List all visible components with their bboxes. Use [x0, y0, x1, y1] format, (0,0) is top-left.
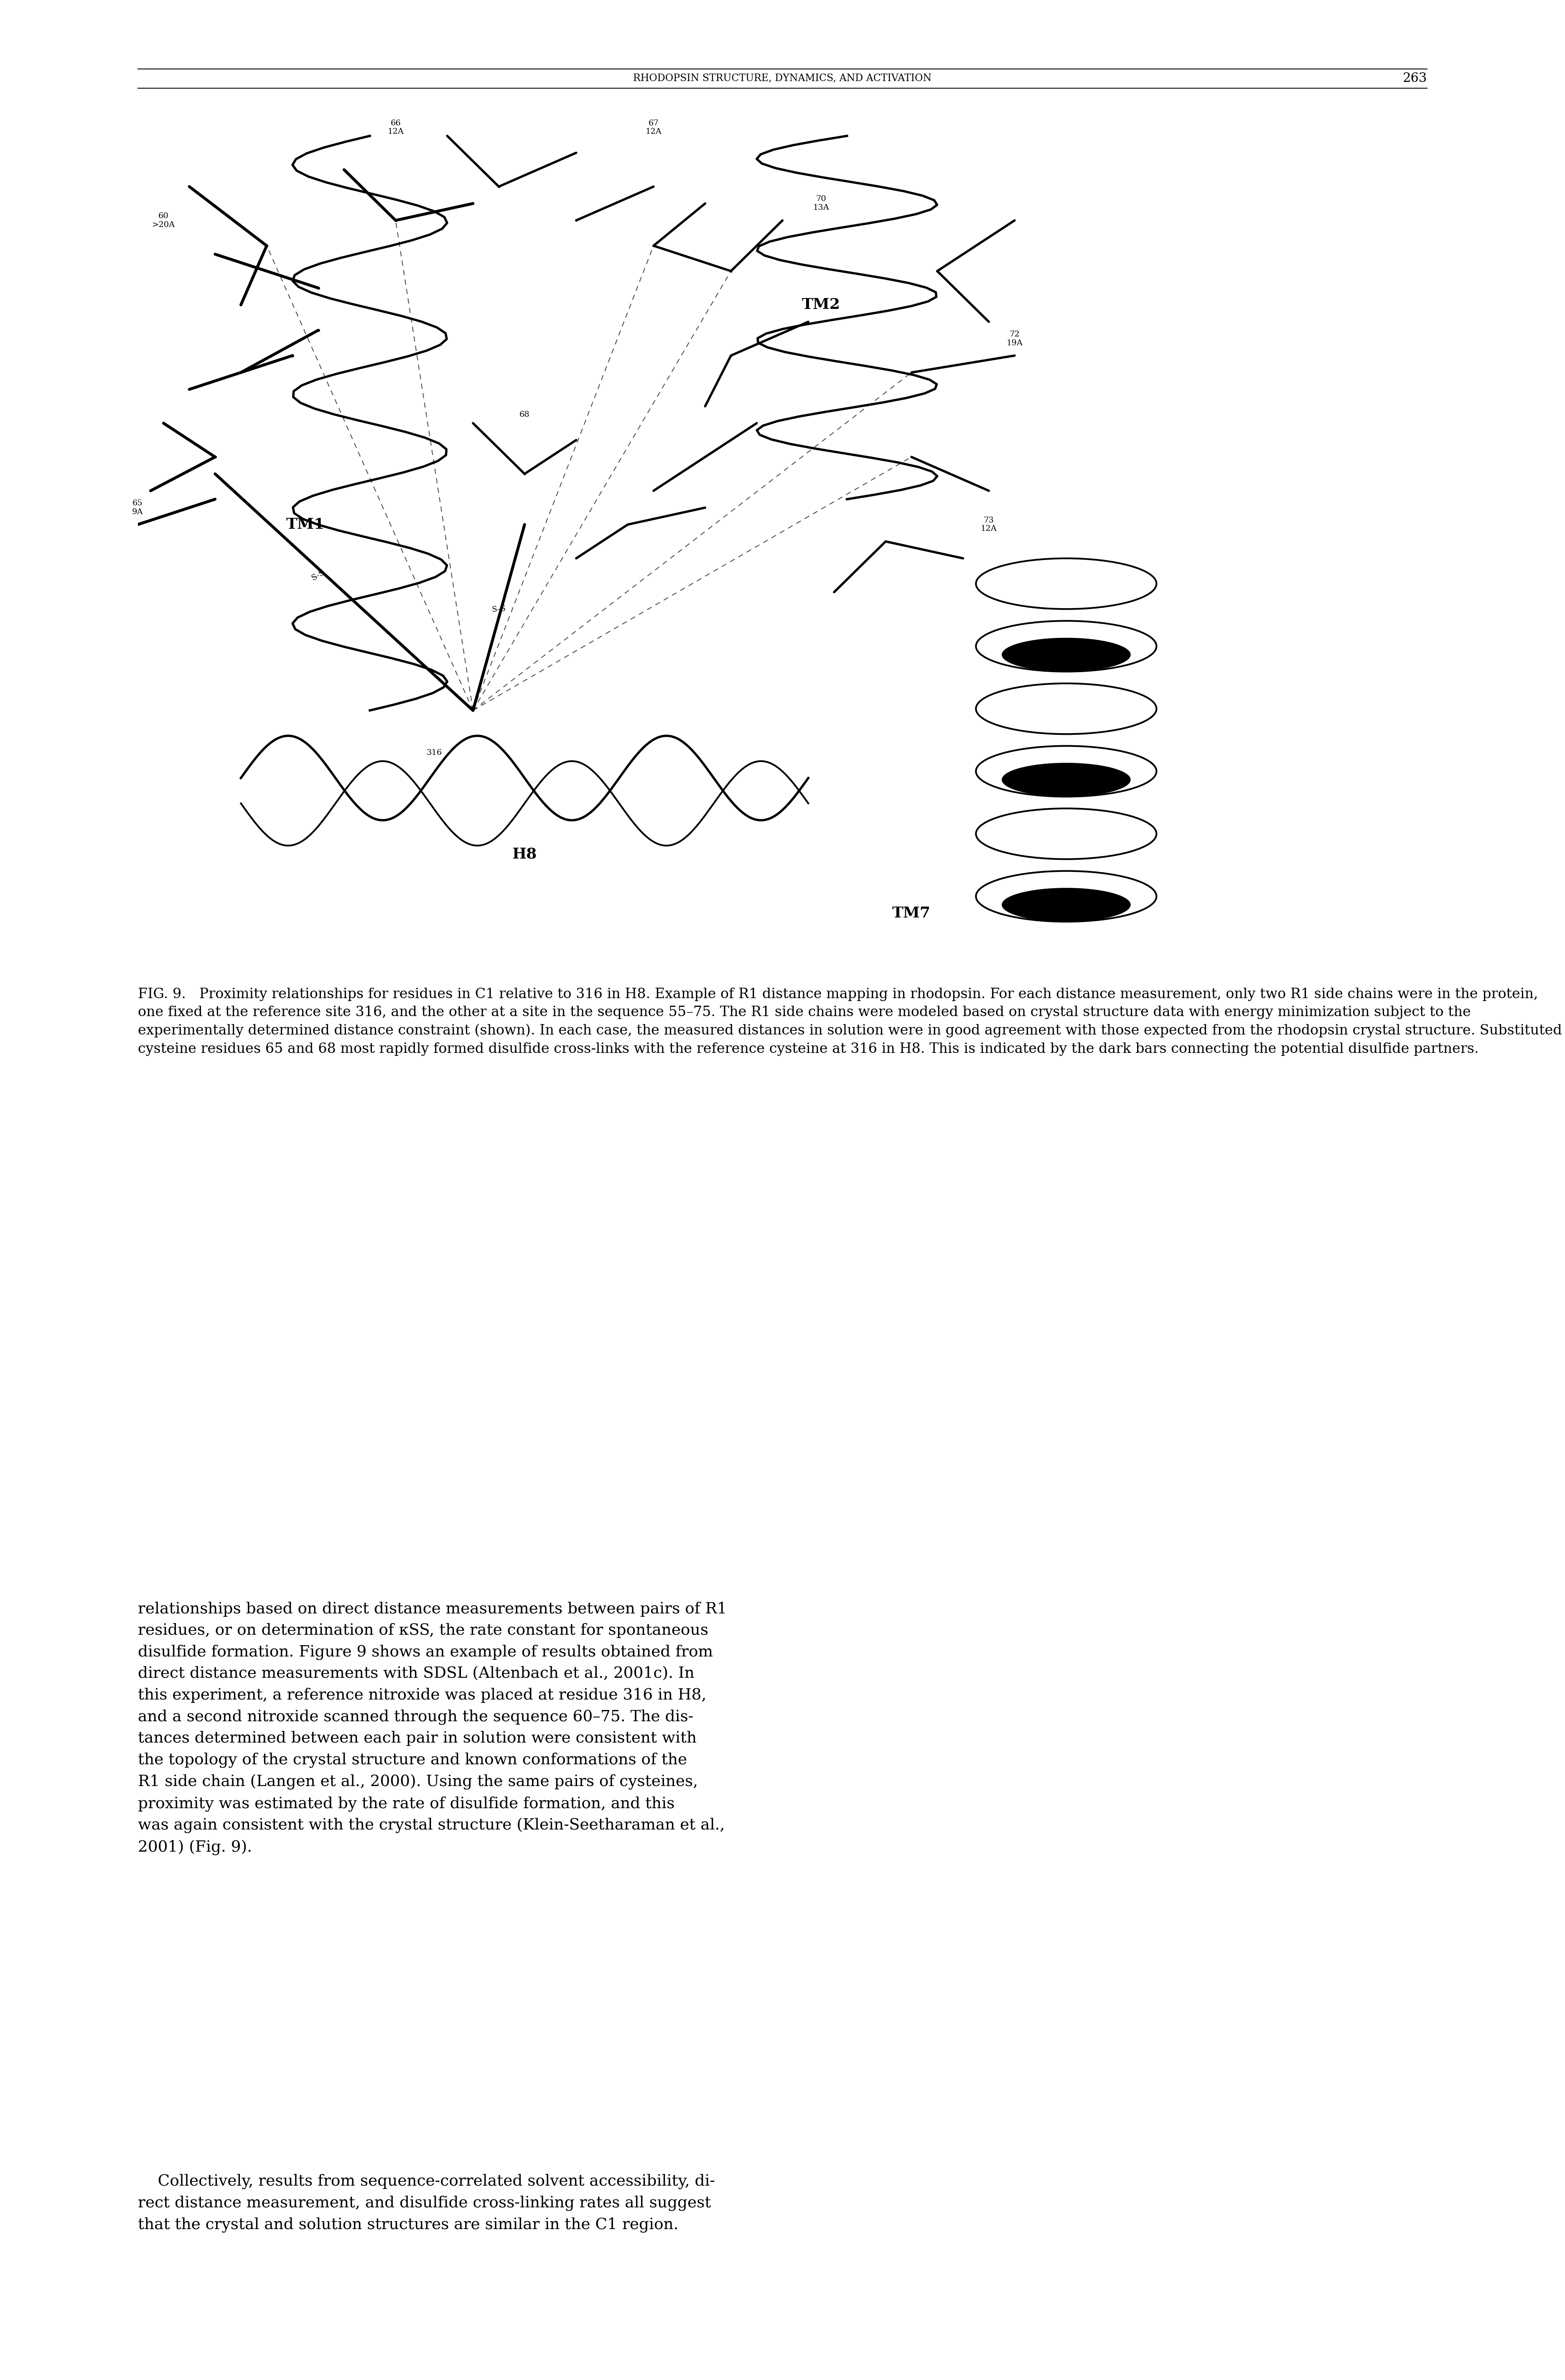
Text: S-S: S-S	[310, 569, 326, 583]
Text: Collectively, results from sequence-correlated solvent accessibility, di-
rect d: Collectively, results from sequence-corr…	[138, 2173, 715, 2232]
Text: TM1: TM1	[286, 516, 324, 531]
Text: 65
9A: 65 9A	[131, 500, 144, 516]
Ellipse shape	[1002, 764, 1130, 797]
Text: FIG. 9.   Proximity relationships for residues in C1 relative to 316 in H8. Exam: FIG. 9. Proximity relationships for resi…	[138, 988, 1562, 1057]
Text: 73
12A: 73 12A	[981, 516, 997, 533]
Text: RHODOPSIN STRUCTURE, DYNAMICS, AND ACTIVATION: RHODOPSIN STRUCTURE, DYNAMICS, AND ACTIV…	[634, 74, 931, 83]
Text: 68: 68	[520, 412, 531, 419]
Text: 263: 263	[1402, 71, 1427, 86]
Text: 316: 316	[427, 750, 441, 757]
Text: relationships based on direct distance measurements between pairs of R1
residues: relationships based on direct distance m…	[138, 1602, 726, 1856]
Text: S–S: S–S	[491, 605, 505, 614]
Ellipse shape	[1002, 888, 1130, 921]
Text: H8: H8	[512, 847, 537, 862]
Text: 60
>20A: 60 >20A	[152, 212, 175, 228]
Text: 70
13A: 70 13A	[814, 195, 829, 212]
Text: TM7: TM7	[892, 907, 931, 921]
Ellipse shape	[1002, 638, 1130, 671]
Text: TM2: TM2	[801, 298, 840, 312]
Text: 67
12A: 67 12A	[645, 119, 662, 136]
Text: 72
19A: 72 19A	[1006, 331, 1024, 347]
Text: 66
12A: 66 12A	[388, 119, 404, 136]
